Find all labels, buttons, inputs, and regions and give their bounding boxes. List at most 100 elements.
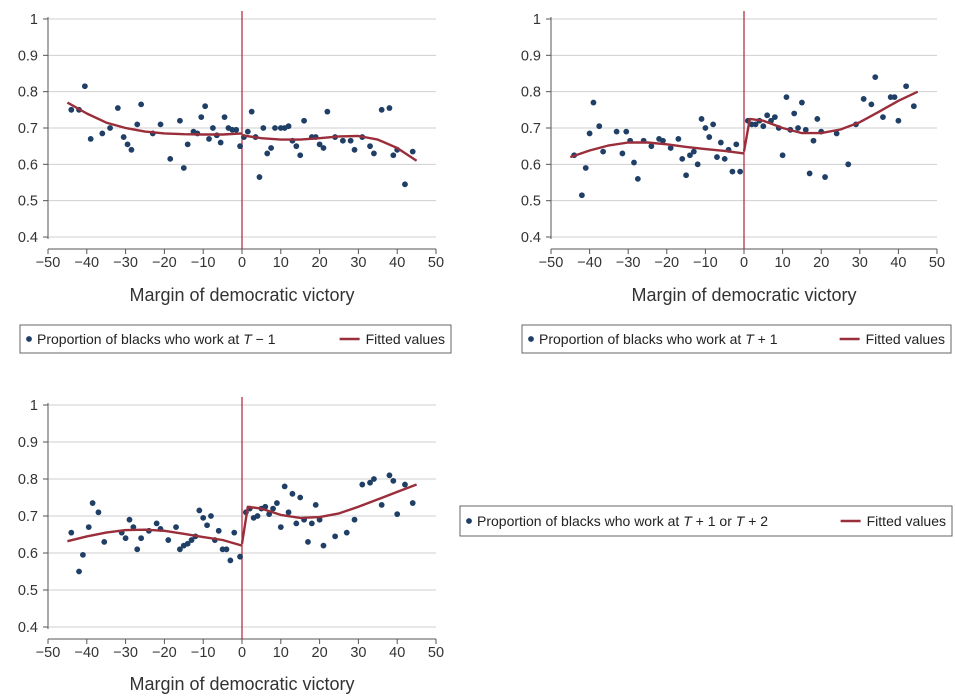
data-point bbox=[289, 490, 296, 497]
y-tick-label: 0.4 bbox=[18, 620, 38, 636]
y-tick-label: 0.9 bbox=[521, 48, 541, 64]
data-point bbox=[359, 481, 366, 488]
data-point bbox=[210, 125, 216, 131]
data-point bbox=[600, 148, 607, 155]
data-point bbox=[351, 146, 358, 153]
data-point bbox=[215, 527, 222, 534]
data-point bbox=[409, 148, 416, 155]
data-point bbox=[277, 524, 284, 530]
x-tick-label: 10 bbox=[775, 255, 791, 271]
data-point bbox=[101, 539, 108, 545]
data-point bbox=[177, 546, 183, 553]
x-tick-label: 0 bbox=[238, 255, 246, 271]
y-tick-label: 0.7 bbox=[521, 121, 541, 137]
data-point bbox=[833, 130, 840, 137]
y-tick-label: 1 bbox=[30, 12, 38, 28]
data-point bbox=[690, 148, 697, 155]
data-point bbox=[221, 114, 228, 120]
x-tick-label: −20 bbox=[654, 255, 679, 271]
data-point bbox=[274, 500, 280, 506]
legend-marker-points bbox=[26, 336, 32, 342]
x-axis-title: Margin of democratic victory bbox=[129, 285, 354, 305]
data-point bbox=[710, 121, 717, 128]
data-point bbox=[578, 192, 585, 199]
chart-panel-1: 0.4 0.5 0.6 0.7 0.8 0.9 1 −50 −40 −30 −20 −10 0 10 20 3… bbox=[18, 11, 452, 354]
x-tick-label: −40 bbox=[74, 255, 99, 271]
legend: Proportion of blacks who work at T + 1 Fi… bbox=[521, 324, 952, 354]
data-point bbox=[822, 174, 828, 180]
data-point bbox=[683, 172, 689, 179]
x-tick-label: 40 bbox=[389, 255, 405, 271]
y-tick-label: 0.5 bbox=[521, 194, 541, 210]
data-point bbox=[68, 106, 75, 113]
legend-box bbox=[19, 324, 452, 354]
data-point bbox=[223, 546, 230, 553]
x-axis-title: Margin of democratic victory bbox=[631, 285, 856, 305]
data-point bbox=[134, 546, 141, 553]
x-tick-label: 20 bbox=[312, 645, 328, 661]
data-point bbox=[760, 123, 767, 130]
y-tick-label: 0.6 bbox=[18, 546, 38, 562]
data-point bbox=[305, 539, 311, 545]
data-point bbox=[316, 141, 323, 148]
data-point bbox=[895, 117, 902, 124]
y-tick-label: 0.9 bbox=[18, 48, 38, 64]
data-point bbox=[87, 136, 94, 142]
data-point bbox=[237, 143, 243, 150]
data-point bbox=[409, 500, 416, 506]
data-point bbox=[343, 529, 350, 536]
data-point bbox=[698, 116, 705, 122]
data-point bbox=[860, 96, 867, 102]
data-point bbox=[281, 483, 288, 490]
data-point bbox=[202, 103, 209, 110]
data-point bbox=[687, 152, 693, 159]
data-point bbox=[634, 175, 641, 182]
data-point bbox=[85, 524, 92, 530]
x-tick-label: −40 bbox=[74, 645, 99, 661]
data-point bbox=[107, 125, 113, 131]
data-point bbox=[390, 152, 397, 159]
data-point bbox=[76, 568, 82, 575]
data-point bbox=[165, 537, 172, 543]
legend-label-fitted: Fitted values bbox=[366, 331, 445, 347]
x-tick-label: 40 bbox=[890, 255, 906, 271]
y-tick-label: 0.8 bbox=[521, 85, 541, 101]
data-point bbox=[631, 159, 637, 166]
y-tick-label: 0.6 bbox=[521, 157, 541, 173]
legend: Proportion of blacks who work at T − 1 Fi… bbox=[19, 324, 452, 354]
data-point bbox=[264, 150, 271, 157]
fitted-line-right bbox=[240, 483, 418, 544]
data-point bbox=[910, 103, 917, 110]
x-tick-label: −50 bbox=[36, 645, 61, 661]
data-point bbox=[167, 155, 174, 162]
data-point bbox=[324, 108, 331, 115]
data-point bbox=[208, 513, 214, 519]
fitted-line-right bbox=[742, 90, 919, 152]
chart-panel-3: 0.4 0.5 0.6 0.7 0.8 0.9 1 −50 −40 −30 −20 −10 0 10 20 3… bbox=[18, 397, 953, 694]
data-point bbox=[233, 126, 240, 133]
data-point bbox=[845, 161, 852, 168]
data-point bbox=[124, 141, 131, 148]
x-tick-label: 10 bbox=[273, 255, 289, 271]
data-point bbox=[721, 155, 728, 162]
y-tick-label: 0.6 bbox=[18, 157, 38, 173]
data-point bbox=[188, 537, 195, 543]
data-point bbox=[254, 513, 261, 519]
legend: Proportion of blacks who work at T + 1 o… bbox=[459, 505, 953, 537]
y-tick-label: 0.5 bbox=[18, 194, 38, 210]
data-point bbox=[99, 130, 106, 137]
data-point bbox=[586, 130, 593, 137]
legend-label-fitted: Fitted values bbox=[866, 331, 945, 347]
x-tick-label: 50 bbox=[428, 645, 444, 661]
data-point bbox=[177, 117, 183, 124]
data-point bbox=[802, 126, 809, 133]
data-point bbox=[157, 121, 164, 128]
data-point bbox=[367, 479, 373, 486]
data-point bbox=[320, 542, 327, 549]
data-point bbox=[184, 540, 191, 547]
x-tick-label: −50 bbox=[36, 255, 61, 271]
x-tick-label: 0 bbox=[740, 255, 748, 271]
data-point bbox=[248, 108, 255, 115]
x-tick-label: −20 bbox=[152, 255, 177, 271]
x-tick-label: 50 bbox=[428, 255, 444, 271]
